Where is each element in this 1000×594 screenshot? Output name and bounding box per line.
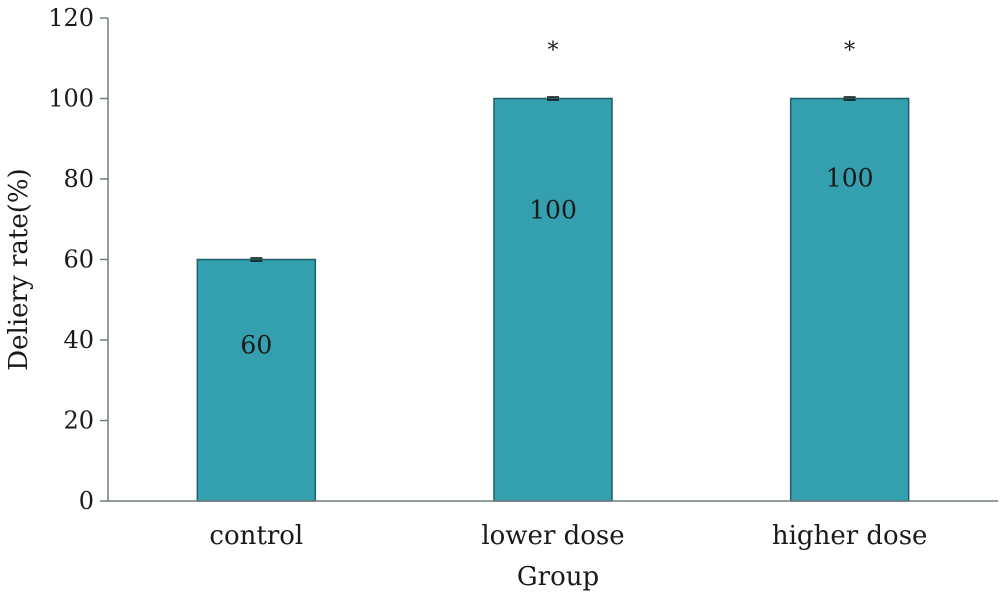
significance-mark: * [844, 39, 855, 64]
bars-group [196, 97, 910, 502]
y-tick-label: 0 [79, 487, 94, 515]
bar-data-label: 100 [529, 196, 577, 225]
y-tick-label: 100 [48, 85, 94, 113]
bar [196, 258, 317, 502]
significance-mark: * [548, 39, 559, 64]
y-tick-label: 60 [63, 246, 94, 274]
x-category-label: lower dose [481, 521, 624, 551]
y-axis-title: Deliery rate(%) [4, 168, 34, 370]
y-tick-label: 40 [63, 326, 94, 354]
bar [789, 97, 910, 502]
x-axis-category-labels: control lower dose higher dose [209, 521, 927, 551]
x-axis-title: Group [517, 562, 599, 592]
y-tick-label: 20 [63, 407, 94, 435]
annotations-group: 60 100 * 100 * [240, 39, 873, 360]
y-tick-label: 120 [48, 4, 94, 32]
x-category-label: control [209, 521, 303, 551]
bar-data-label: 60 [240, 331, 272, 360]
y-axis-ticks: 0 20 40 60 80 100 120 [48, 4, 108, 515]
bar-data-label: 100 [826, 164, 874, 193]
y-tick-label: 80 [63, 165, 94, 193]
bar [493, 97, 613, 502]
x-category-label: higher dose [772, 521, 928, 551]
